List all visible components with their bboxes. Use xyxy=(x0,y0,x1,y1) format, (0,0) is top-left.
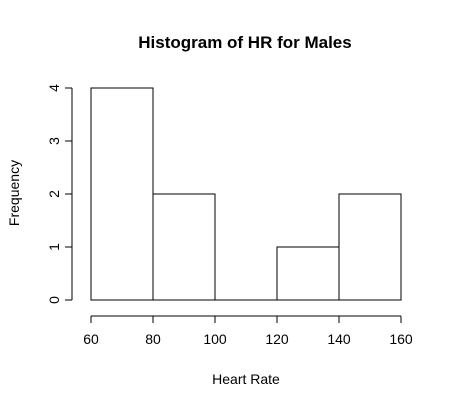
chart-title: Histogram of HR for Males xyxy=(138,33,351,52)
x-tick-label-1: 80 xyxy=(145,331,161,347)
y-axis: 0 1 2 3 4 xyxy=(46,84,73,304)
y-tick-label-3: 3 xyxy=(46,137,62,145)
x-tick-label-2: 100 xyxy=(203,331,227,347)
histogram-bar-4 xyxy=(338,193,402,301)
y-tick-label-2: 2 xyxy=(46,190,62,198)
x-tick-label-4: 140 xyxy=(327,331,351,347)
histogram-bar-1 xyxy=(152,193,216,301)
x-axis: 60 80 100 120 140 160 xyxy=(83,315,413,347)
x-tick-label-0: 60 xyxy=(83,331,99,347)
y-tick-label-1: 1 xyxy=(46,243,62,251)
histogram-bar-3 xyxy=(276,246,340,301)
histogram-bar-0 xyxy=(90,87,154,301)
y-axis-title: Frequency xyxy=(6,160,22,226)
bars-layer xyxy=(90,87,402,301)
x-axis-title: Heart Rate xyxy=(212,371,280,387)
y-tick-label-0: 0 xyxy=(46,296,62,304)
x-tick-label-5: 160 xyxy=(389,331,413,347)
x-tick-label-3: 120 xyxy=(265,331,289,347)
y-tick-label-4: 4 xyxy=(46,84,62,92)
